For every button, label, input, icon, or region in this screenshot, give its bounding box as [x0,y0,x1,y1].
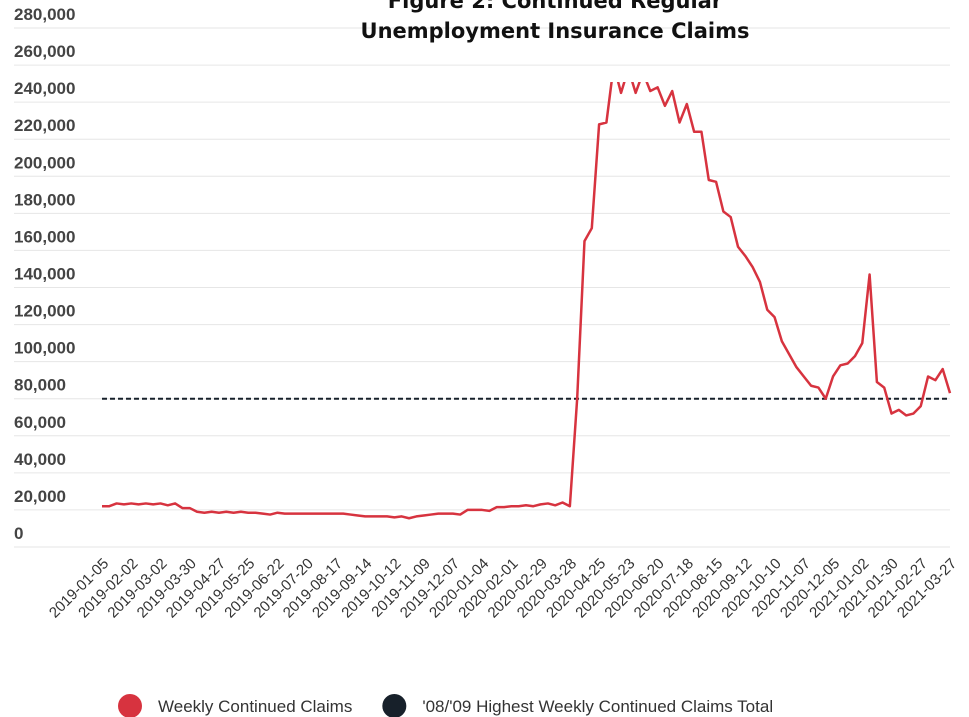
y-tick-label: 280,000 [14,5,75,24]
y-tick-label: 0 [14,524,23,543]
y-tick-label: 140,000 [14,265,75,284]
y-tick-label: 240,000 [14,79,75,98]
y-tick-label: 260,000 [14,42,75,61]
legend-marker [382,694,407,717]
y-tick-label: 120,000 [14,302,75,321]
y-tick-label: 200,000 [14,153,75,172]
chart-title: Figure 2: Continued Regular Unemployment… [360,0,750,43]
y-tick-label: 100,000 [14,339,75,358]
data-line [102,82,952,520]
legend-label: '08/'09 Highest Weekly Continued Claims … [422,697,773,716]
legend-marker [118,694,142,717]
y-tick-label: 160,000 [14,227,75,246]
legend-label: Weekly Continued Claims [158,697,352,716]
y-tick-label: 60,000 [14,413,66,432]
y-tick-label: 80,000 [14,376,66,395]
y-tick-label: 180,000 [14,190,75,209]
y-tick-label: 20,000 [14,487,66,506]
y-tick-label: 220,000 [14,116,75,135]
y-tick-label: 40,000 [14,450,66,469]
